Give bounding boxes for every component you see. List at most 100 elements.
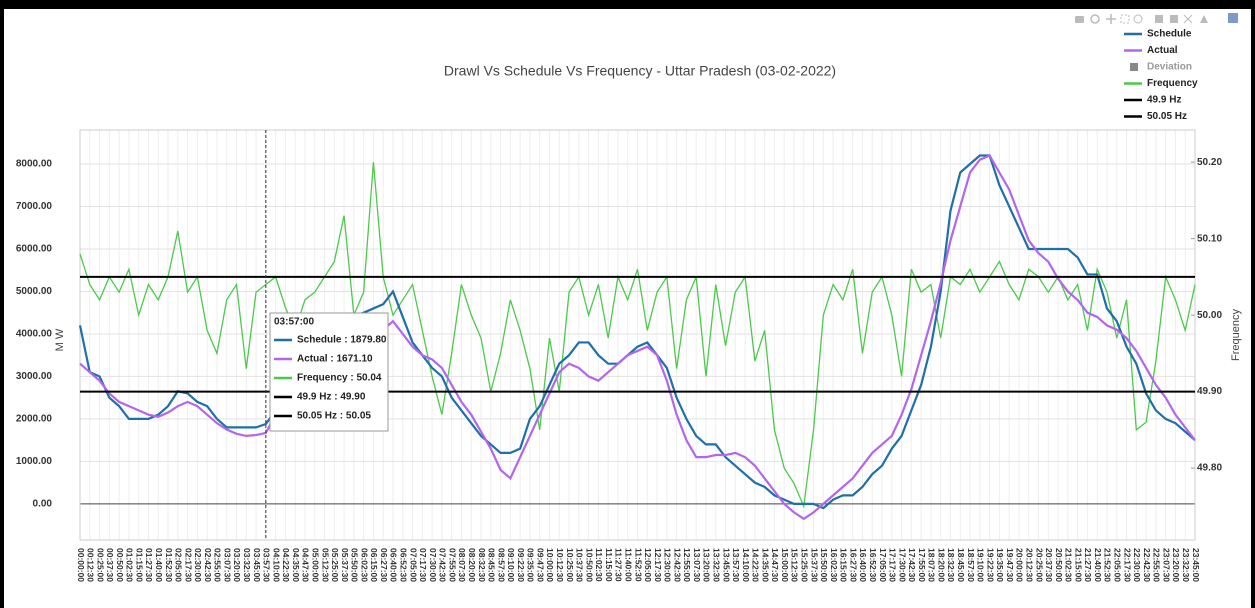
x-tick-label: 16:40:00 <box>858 548 868 582</box>
y2-tick-label: 50.20 <box>1197 157 1222 168</box>
x-tick-label: 22:42:30 <box>1142 548 1152 582</box>
x-tick-label: 22:30:00 <box>1132 548 1142 582</box>
chart-title: Drawl Vs Schedule Vs Frequency - Uttar P… <box>444 63 836 79</box>
x-tick-label: 23:07:30 <box>1161 548 1171 582</box>
x-tick-label: 12:30:00 <box>663 548 673 582</box>
x-tick-label: 06:40:00 <box>389 548 399 582</box>
x-tick-label: 08:20:00 <box>467 548 477 582</box>
legend-label: Schedule <box>1147 29 1192 40</box>
x-tick-label: 05:12:30 <box>320 548 330 582</box>
x-tick-label: 00:37:30 <box>105 548 115 582</box>
y2-tick-label: 50.00 <box>1197 310 1222 321</box>
y2-axis-label: Frequency <box>1230 309 1242 361</box>
legend-swatch <box>1130 63 1138 71</box>
tooltip-title: 03:57:00 <box>274 317 314 328</box>
y-tick-label: 0.00 <box>33 499 53 510</box>
y-tick-label: 3000.00 <box>16 371 53 382</box>
x-tick-label: 15:50:00 <box>819 548 829 582</box>
x-tick-label: 06:27:30 <box>379 548 389 582</box>
x-tick-label: 10:00:00 <box>545 548 555 582</box>
y2-tick-label: 50.10 <box>1197 233 1222 244</box>
x-tick-label: 11:27:30 <box>614 548 624 582</box>
x-tick-label: 20:00:00 <box>1015 548 1025 582</box>
x-tick-label: 03:07:30 <box>222 548 232 582</box>
x-tick-label: 02:55:00 <box>213 548 223 582</box>
x-tick-label: 10:12:30 <box>555 548 565 582</box>
x-tick-label: 21:15:00 <box>1073 548 1083 582</box>
x-tick-label: 11:40:00 <box>623 548 633 582</box>
series-line <box>79 162 1196 509</box>
x-tick-label: 06:15:00 <box>369 548 379 582</box>
x-tick-label: 19:10:00 <box>976 548 986 582</box>
x-tick-label: 23:20:00 <box>1171 548 1181 582</box>
x-tick-label: 03:20:00 <box>232 548 242 582</box>
x-tick-label: 12:17:30 <box>653 548 663 582</box>
y-tick-label: 7000.00 <box>16 201 53 212</box>
x-tick-label: 05:37:30 <box>340 548 350 582</box>
y-axis-label: M W <box>54 328 66 351</box>
tooltip-item: Schedule : 1879.80 <box>297 335 387 346</box>
x-tick-label: 08:32:30 <box>477 548 487 582</box>
x-tick-label: 02:17:30 <box>183 548 193 582</box>
x-tick-label: 09:22:30 <box>516 548 526 582</box>
x-tick-label: 16:02:30 <box>829 548 839 582</box>
x-tick-label: 01:02:30 <box>125 548 135 582</box>
x-tick-label: 09:10:00 <box>506 548 516 582</box>
x-tick-label: 02:42:30 <box>203 548 213 582</box>
x-tick-label: 19:47:30 <box>1005 548 1015 582</box>
x-tick-label: 14:47:30 <box>770 548 780 582</box>
x-tick-label: 05:50:00 <box>350 548 360 582</box>
x-tick-label: 07:55:00 <box>447 548 457 582</box>
x-tick-label: 18:57:30 <box>966 548 976 582</box>
x-tick-label: 11:02:30 <box>594 548 604 582</box>
x-tick-label: 18:45:00 <box>956 548 966 582</box>
legend-label: Actual <box>1147 45 1178 56</box>
x-tick-label: 10:37:30 <box>575 548 585 582</box>
x-tick-label: 21:27:30 <box>1083 548 1093 582</box>
x-tick-label: 00:50:00 <box>115 548 125 582</box>
y-tick-label: 5000.00 <box>16 286 53 297</box>
x-tick-label: 21:40:00 <box>1093 548 1103 582</box>
x-tick-label: 04:35:00 <box>291 548 301 582</box>
x-tick-label: 10:50:00 <box>584 548 594 582</box>
x-tick-label: 13:20:00 <box>702 548 712 582</box>
x-tick-label: 16:15:00 <box>839 548 849 582</box>
x-tick-label: 02:30:00 <box>193 548 203 582</box>
x-tick-label: 17:30:00 <box>897 548 907 582</box>
x-tick-label: 04:47:30 <box>301 548 311 582</box>
x-tick-label: 17:55:00 <box>917 548 927 582</box>
x-tick-label: 12:05:00 <box>643 548 653 582</box>
x-tick-label: 13:57:30 <box>731 548 741 582</box>
tooltip-item: Actual : 1671.10 <box>297 354 373 365</box>
x-tick-label: 09:35:00 <box>526 548 536 582</box>
x-tick-label: 01:15:00 <box>134 548 144 582</box>
x-tick-label: 07:42:30 <box>438 548 448 582</box>
x-tick-label: 23:32:30 <box>1181 548 1191 582</box>
x-tick-label: 00:00:00 <box>76 548 86 582</box>
x-tick-label: 08:57:30 <box>496 548 506 582</box>
x-tick-label: 08:07:30 <box>457 548 467 582</box>
y-tick-label: 2000.00 <box>16 414 53 425</box>
x-tick-label: 01:52:30 <box>164 548 174 582</box>
y-tick-label: 1000.00 <box>16 456 53 467</box>
x-tick-label: 17:05:00 <box>878 548 888 582</box>
y-tick-label: 6000.00 <box>16 244 53 255</box>
x-tick-label: 07:05:00 <box>408 548 418 582</box>
x-tick-label: 17:17:30 <box>888 548 898 582</box>
x-tick-label: 19:22:30 <box>985 548 995 582</box>
x-tick-label: 19:35:00 <box>995 548 1005 582</box>
x-tick-label: 14:22:30 <box>751 548 761 582</box>
x-tick-label: 18:20:00 <box>936 548 946 582</box>
x-tick-label: 02:05:00 <box>174 548 184 582</box>
x-tick-label: 22:05:00 <box>1113 548 1123 582</box>
tooltip-item: 50.05 Hz : 50.05 <box>297 411 371 422</box>
x-tick-label: 05:25:00 <box>330 548 340 582</box>
x-tick-label: 04:22:30 <box>281 548 291 582</box>
x-tick-label: 22:55:00 <box>1152 548 1162 582</box>
y-tick-label: 8000.00 <box>16 159 53 170</box>
x-tick-label: 05:00:00 <box>310 548 320 582</box>
x-tick-label: 20:12:30 <box>1024 548 1034 582</box>
x-tick-label: 09:47:30 <box>535 548 545 582</box>
x-tick-label: 03:45:00 <box>252 548 262 582</box>
legend-label: Frequency <box>1147 78 1198 89</box>
